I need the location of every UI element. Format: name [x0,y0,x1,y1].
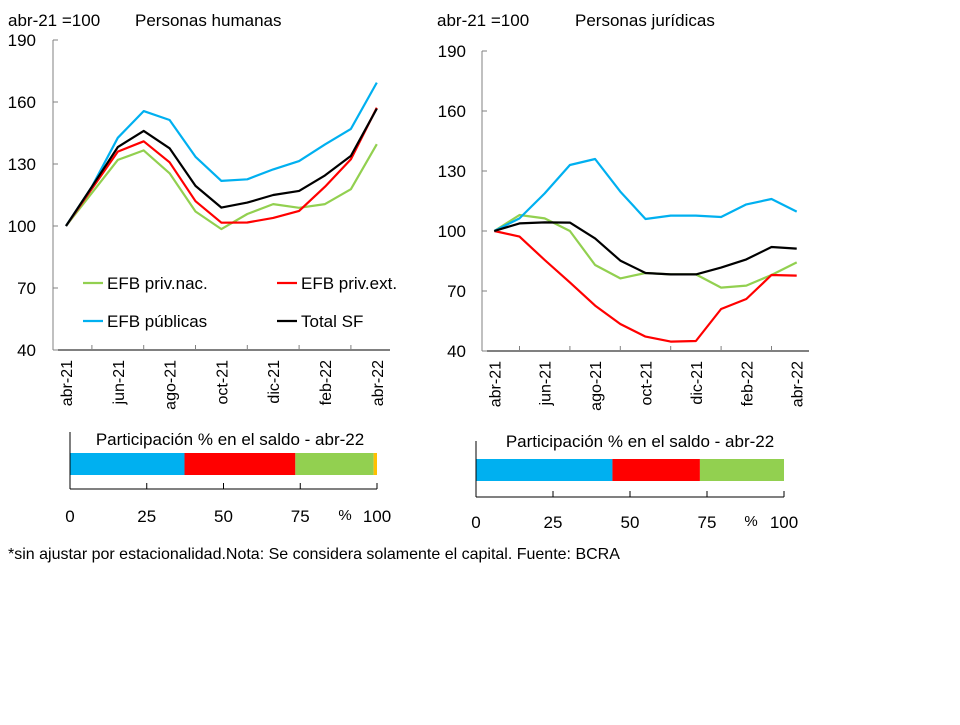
bar-x-tick-label: 100 [770,513,798,532]
y-tick-label: 130 [8,155,36,174]
index-label: abr-21 =100 [8,11,100,30]
bar-x-tick-label: 50 [214,507,233,526]
y-tick-label: 40 [17,341,36,360]
series-line-0 [494,215,796,288]
x-tick-label: ago-21 [588,361,605,411]
bar-x-tick-label: 25 [544,513,563,532]
x-tick-label: abr-21 [487,361,504,407]
bar-x-tick-label: 75 [698,513,717,532]
bar-title: Participación % en el saldo - abr-22 [96,430,364,449]
x-tick-label: ago-21 [163,360,180,410]
y-tick-label: 100 [8,217,36,236]
chart-title: Personas jurídicas [575,11,715,30]
x-tick-label: dic-21 [689,361,706,405]
y-tick-label: 70 [447,282,466,301]
footnote: *sin ajustar por estacionalidad.Nota: Se… [8,546,620,563]
y-tick-label: 70 [17,279,36,298]
bar-segment-2 [295,453,373,475]
bar-segment-0 [476,459,612,481]
x-tick-label: oct-21 [214,360,231,405]
y-tick-label: 160 [8,93,36,112]
bar-x-tick-label: 75 [291,507,310,526]
bar-x-tick-label: 100 [363,507,391,526]
bar-x-tick-label: 50 [621,513,640,532]
bar-unit-label: % [338,507,351,524]
x-tick-label: abr-22 [790,361,807,407]
legend-label: EFB públicas [107,312,207,331]
bar-segment-3 [374,453,377,475]
y-tick-label: 130 [438,162,466,181]
y-tick-label: 190 [438,42,466,61]
y-tick-label: 190 [8,31,36,50]
y-tick-label: 160 [438,102,466,121]
series-line-1 [494,231,796,342]
series-line-3 [494,222,796,274]
x-tick-label: feb-22 [318,360,335,405]
x-tick-label: jun-21 [111,360,128,406]
bar-x-tick-label: 0 [65,507,74,526]
bar-unit-label: % [744,513,757,530]
bar-title: Participación % en el saldo - abr-22 [506,432,774,451]
x-tick-label: jun-21 [538,361,555,407]
legend-label: EFB priv.nac. [107,274,208,293]
x-tick-label: dic-21 [266,360,283,404]
bar-segment-1 [612,459,699,481]
chart-title: Personas humanas [135,11,281,30]
legend-label: Total SF [301,312,363,331]
bar-x-tick-label: 25 [137,507,156,526]
index-label: abr-21 =100 [437,11,529,30]
x-tick-label: feb-22 [739,361,756,406]
bar-segment-0 [70,453,185,475]
x-tick-label: oct-21 [639,361,656,406]
x-tick-label: abr-21 [59,360,76,406]
y-tick-label: 40 [447,342,466,361]
bar-segment-2 [700,459,784,481]
y-tick-label: 100 [438,222,466,241]
bar-segment-1 [185,453,296,475]
series-line-2 [494,159,796,231]
legend-label: EFB priv.ext. [301,274,397,293]
bar-x-tick-label: 0 [471,513,480,532]
x-tick-label: abr-22 [370,360,387,406]
